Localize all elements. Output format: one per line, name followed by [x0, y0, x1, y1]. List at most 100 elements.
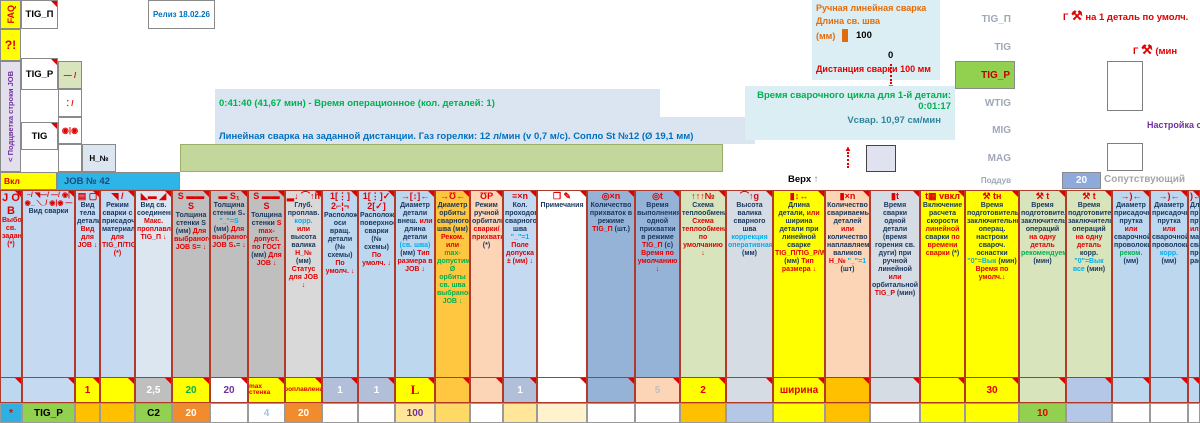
- row-highlight-control[interactable]: < Подцветка строки JOB: [0, 61, 21, 172]
- value-cell-rod-length-consumption[interactable]: [1188, 403, 1200, 423]
- seam-length-label: Длина св. шва: [816, 16, 881, 26]
- up-arrow-glyph: ↑: [813, 174, 819, 185]
- header-segment: —: [65, 200, 73, 208]
- value-cell-heat-scheme[interactable]: [680, 403, 726, 423]
- default-cell-speed-calc-enable[interactable]: [920, 377, 965, 403]
- option-box-bottom[interactable]: [1107, 143, 1143, 171]
- value-cell-speed-calc-enable[interactable]: [920, 403, 965, 423]
- header-segment: или: [806, 209, 820, 217]
- value-cell-joint-type[interactable]: C2: [135, 403, 172, 423]
- default-cell-part-length[interactable]: ширина: [773, 377, 825, 403]
- default-cell-rod-diameter-correction[interactable]: [1150, 377, 1188, 403]
- stack-label-MIG: MIG: [992, 125, 1011, 136]
- mode-tab-tig-p[interactable]: TIG_P: [21, 58, 58, 90]
- faq-button[interactable]: FAQ: [0, 0, 21, 29]
- offset-zero-value[interactable]: 0: [888, 50, 894, 61]
- value-cell-tack-count[interactable]: [587, 403, 635, 423]
- value-cell-wall-s[interactable]: 20: [172, 403, 210, 423]
- part-diameter-icon: →[↕]←: [400, 191, 430, 201]
- mode-label: TIG_П: [25, 9, 54, 20]
- value-cell-part-length[interactable]: [773, 403, 825, 423]
- default-cell-wall-s1[interactable]: 20: [210, 377, 248, 403]
- header-segment: ∙∙/: [26, 192, 35, 199]
- mode-tab-tig-p-pulse[interactable]: TIG_П: [21, 0, 58, 29]
- value-cell-wall-s1[interactable]: [210, 403, 248, 423]
- mode-tab-tig[interactable]: TIG: [21, 122, 58, 150]
- value-cell-setup-time-default[interactable]: [965, 403, 1019, 423]
- value-cell-wall-smax[interactable]: 4: [248, 403, 285, 423]
- default-cell-rod-diameter-recommended[interactable]: [1112, 377, 1150, 403]
- value-cell-tack-time[interactable]: [635, 403, 680, 423]
- value-cell-weld-time[interactable]: [870, 403, 920, 423]
- value-cell-passes-count[interactable]: [503, 403, 537, 423]
- default-cell-penetration-depth[interactable]: проплавление: [285, 377, 322, 403]
- speed-calc-enable-icon: t▦ vвкл: [925, 191, 960, 201]
- header-segment: (*): [7, 241, 15, 249]
- default-cell-setup-time-recommended[interactable]: [1019, 377, 1066, 403]
- job-number-badge[interactable]: JOB № 42: [57, 172, 180, 190]
- default-cell-surface-position[interactable]: 1: [358, 377, 395, 403]
- default-cell-weld-type[interactable]: [22, 377, 75, 403]
- default-cell-wall-s[interactable]: 20: [172, 377, 210, 403]
- header-segment: ширина детали при линейной сварке: [779, 217, 819, 250]
- value-cell-setup-time-recommended[interactable]: 10: [1019, 403, 1066, 423]
- default-cell-wall-smax[interactable]: max стенка: [248, 377, 285, 403]
- header-segment: или: [296, 226, 311, 234]
- default-cell-part-diameter[interactable]: L: [395, 377, 435, 403]
- value-cell-parts-count[interactable]: [825, 403, 870, 423]
- default-cell-tack-time[interactable]: 5: [635, 377, 680, 403]
- value-cell-job-select[interactable]: *: [0, 403, 22, 423]
- value-cell-surface-position[interactable]: [358, 403, 395, 423]
- default-cell-setup-time-correction[interactable]: [1066, 377, 1112, 403]
- default-cell-axis-position[interactable]: 1: [322, 377, 358, 403]
- default-cell-rod-length-consumption[interactable]: [1188, 377, 1200, 403]
- default-cell-manual-orbital-mode[interactable]: [470, 377, 503, 403]
- value-cell-axis-position[interactable]: [322, 403, 358, 423]
- default-cell-orbit-diameter[interactable]: [435, 377, 470, 403]
- value-cell-rod-diameter-correction[interactable]: [1150, 403, 1188, 423]
- header-segment: Диаметр присадочного прутка: [1152, 201, 1187, 225]
- default-cell-setup-time-default[interactable]: 30: [965, 377, 1019, 403]
- default-cell-tack-count[interactable]: [587, 377, 635, 403]
- selector-box[interactable]: [866, 145, 896, 172]
- default-cell-parts-count[interactable]: [825, 377, 870, 403]
- help-button[interactable]: ?!: [0, 29, 21, 61]
- value-cell-bead-height[interactable]: [726, 403, 773, 423]
- help-label: ?!: [4, 38, 17, 52]
- option-box-top[interactable]: [1107, 61, 1143, 111]
- value-cell-penetration-depth[interactable]: 20: [285, 403, 322, 423]
- value-cell-rod-diameter-recommended[interactable]: [1112, 403, 1150, 423]
- col-header-filler-mode: ◥ /Режим сварки с присадочным материалом…: [100, 190, 135, 377]
- value-cell-manual-orbital-mode[interactable]: [470, 403, 503, 423]
- value-cell-orbit-diameter[interactable]: [435, 403, 470, 423]
- seam-length-value[interactable]: 100: [856, 30, 872, 41]
- default-cell-passes-count[interactable]: 1: [503, 377, 537, 403]
- header-segment: Поле допуска ± (мм) ↓: [506, 242, 534, 266]
- default-cell-job-select[interactable]: [0, 377, 22, 403]
- value-cell-part-diameter[interactable]: 100: [395, 403, 435, 423]
- header-segment: (мм): [741, 250, 758, 258]
- col-orbit-diameter: →Ʊ← Диаметр орбиты сварного шва (мм) Реко…: [435, 190, 470, 423]
- value-cell-filler-mode[interactable]: [100, 403, 135, 423]
- default-cell-weld-time[interactable]: [870, 377, 920, 403]
- default-cell-joint-type[interactable]: 2,5: [135, 377, 172, 403]
- header-segment: или: [1124, 226, 1138, 234]
- extra-20-cell[interactable]: 20: [1062, 172, 1101, 189]
- enabled-toggle[interactable]: Вкл: [0, 172, 57, 190]
- header-segment: или: [840, 226, 855, 234]
- header-segment: По умолч. ↓: [362, 252, 391, 268]
- value-cell-setup-time-correction[interactable]: [1066, 403, 1112, 423]
- default-cell-notes[interactable]: [537, 377, 587, 403]
- default-cell-bead-height[interactable]: [726, 377, 773, 403]
- value-cell-body-type[interactable]: [75, 403, 100, 423]
- default-cell-heat-scheme[interactable]: 2: [680, 377, 726, 403]
- default-cell-filler-mode[interactable]: [100, 377, 135, 403]
- axis-position-icon: 1[⋮] 2⌐¦¬: [330, 191, 350, 211]
- header-segment: Реком. или: [440, 234, 465, 250]
- value-cell-weld-type[interactable]: TIG_P: [22, 403, 75, 423]
- default-cell-body-type[interactable]: 1: [75, 377, 100, 403]
- header-segment: на одну деталь: [1075, 234, 1103, 250]
- value-cell-notes[interactable]: [537, 403, 587, 423]
- tool-time-note-2-text: (мин: [1155, 46, 1178, 57]
